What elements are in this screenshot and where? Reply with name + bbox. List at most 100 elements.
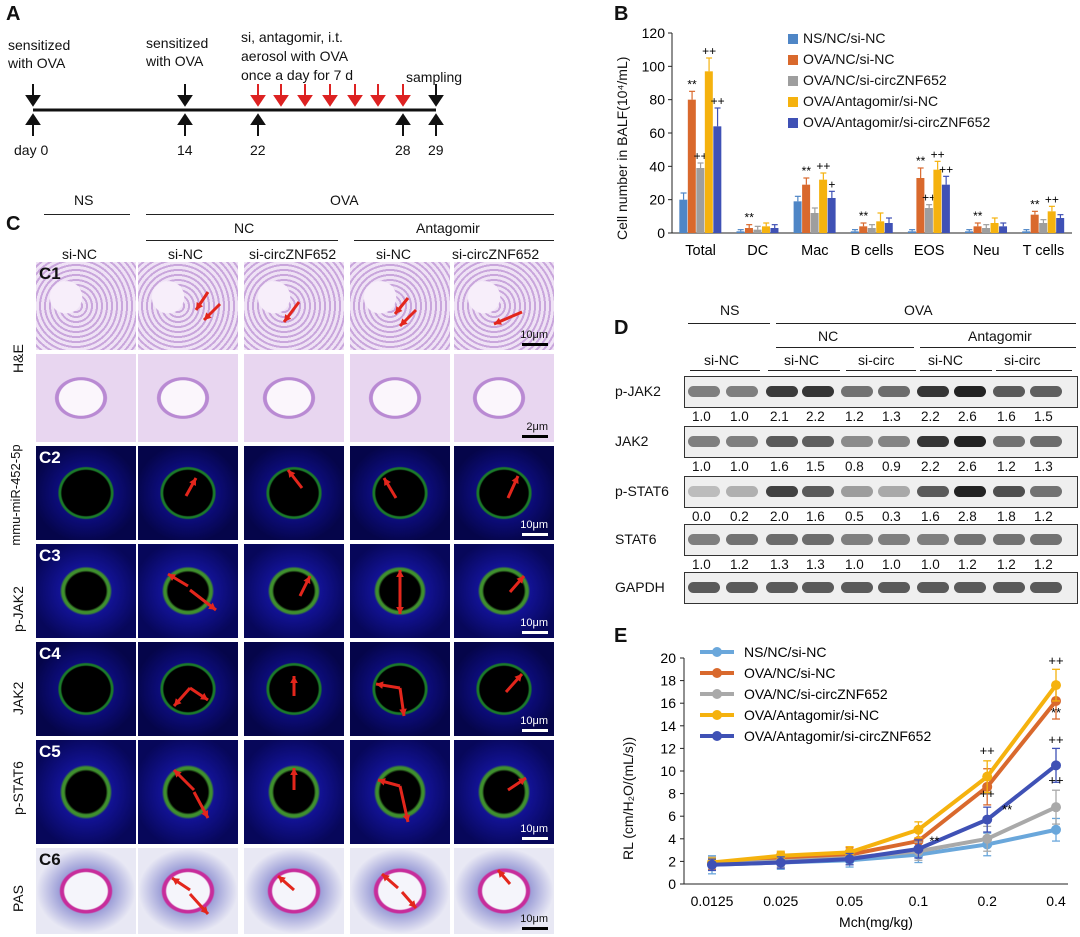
- bar-annotation: **: [973, 209, 983, 223]
- red-arrow-head: [402, 814, 411, 822]
- bar-annotation: ++: [816, 159, 830, 173]
- red-arrow-head: [378, 778, 386, 786]
- line-legend-label: OVA/NC/si-NC: [744, 665, 836, 681]
- line-annotation: ++: [1048, 732, 1063, 747]
- line-point: [1051, 760, 1061, 771]
- micrograph-tile: C2: [36, 446, 136, 540]
- red-arrow-head: [196, 302, 204, 310]
- scale-bar-label: 2μm: [526, 421, 548, 433]
- timeline-sensitized-1-line1: sensitized: [8, 37, 71, 53]
- bar: [1047, 211, 1056, 233]
- micrograph-tile: [350, 848, 450, 934]
- panel-d-group-ns: NS: [720, 302, 740, 318]
- line-point: [982, 814, 993, 825]
- bar-legend-label: OVA/Antagomir/si-circZNF652: [803, 114, 991, 130]
- panel-d-antagomir-bracket: [920, 347, 1076, 348]
- line-point: [1051, 802, 1061, 813]
- blot-quant-value: 1.0: [730, 409, 749, 424]
- scale-bar: [522, 343, 548, 346]
- bar-y-tick-label: 60: [649, 125, 665, 141]
- bar: [1056, 218, 1065, 233]
- micrograph-tile: [244, 354, 344, 442]
- blot-band: [688, 486, 720, 497]
- bar-y-tick-label: 40: [649, 158, 665, 174]
- panel-c-row-label-mir: mmu-miR-452-5p: [8, 444, 23, 546]
- blot-row-label: STAT6: [615, 531, 657, 547]
- line-x-tick-label: 0.025: [763, 893, 798, 909]
- blot-row-label: p-JAK2: [615, 383, 661, 399]
- panel-d-group-antagomir: Antagomir: [968, 328, 1032, 344]
- bar: [744, 228, 753, 233]
- bar: [770, 228, 779, 233]
- blot-band: [878, 486, 910, 497]
- micrograph-tile: C3: [36, 544, 136, 638]
- panel-c-row-label-he: H&E: [10, 344, 26, 373]
- panel-c-row-label-pstat6: p-STAT6: [10, 761, 26, 815]
- line-y-tick-label: 4: [668, 831, 676, 847]
- timeline-down-arrows: [25, 84, 444, 107]
- bar-chart-ylabel: Cell number in BALF(10⁴/mL): [614, 56, 630, 240]
- red-arrow-head: [288, 470, 296, 478]
- bar: [933, 169, 942, 233]
- line-x-tick-label: 0.05: [836, 893, 863, 909]
- line-point: [913, 843, 924, 854]
- line-point: [707, 859, 717, 870]
- panel-c-row-label-pas: PAS: [10, 885, 26, 912]
- panel-c-col-4: si-NC: [376, 246, 411, 262]
- bar: [999, 226, 1008, 233]
- line-y-tick-label: 14: [660, 718, 676, 734]
- blot-band: [802, 436, 834, 447]
- micrograph-tile: [138, 262, 238, 350]
- blot-quant-value: 1.5: [806, 459, 825, 474]
- blot-band: [878, 582, 910, 593]
- line-annotation: **: [929, 834, 939, 849]
- red-arrow-head: [284, 314, 292, 322]
- blot-quant-value: 0.0: [692, 509, 711, 524]
- panel-d-ova-bracket: [776, 323, 1076, 324]
- blot-band: [766, 582, 798, 593]
- blot-quant-value: 1.3: [806, 557, 825, 572]
- panel-c-group-ova: OVA: [330, 192, 359, 208]
- blot-band: [841, 582, 873, 593]
- micrograph-tile: 10μm: [454, 446, 554, 540]
- timeline-treatment-line1: si, antagomir, i.t.: [241, 29, 343, 45]
- red-arrow-head: [172, 878, 180, 886]
- panel-c-group-nc: NC: [234, 220, 255, 236]
- blot-quant-value: 2.2: [921, 459, 940, 474]
- red-arrow-head: [168, 574, 176, 581]
- blot-row-label: p-STAT6: [615, 483, 669, 499]
- blot-quant-value: 0.2: [730, 509, 749, 524]
- blot-quant-value: 2.0: [770, 509, 789, 524]
- panel-c-ova-bracket: [146, 214, 554, 215]
- red-arrow-head: [395, 306, 403, 314]
- scale-bar: [522, 435, 548, 438]
- line-annotation: ++: [980, 786, 995, 801]
- red-arrow-head: [200, 692, 208, 700]
- micrograph-tile: [138, 740, 238, 844]
- blot-quant-value: 0.3: [882, 509, 901, 524]
- panel-d-nc-bracket: [776, 347, 914, 348]
- red-arrow-head: [400, 318, 408, 326]
- blot-quant-value: 1.0: [921, 557, 940, 572]
- bar-category-label: Neu: [973, 243, 1000, 259]
- timeline-day-22: 22: [250, 142, 266, 158]
- line-legend-label: OVA/NC/si-circZNF652: [744, 686, 888, 702]
- bar-category-label: DC: [747, 243, 768, 259]
- bar: [884, 223, 893, 233]
- blot-quant-value: 1.0: [882, 557, 901, 572]
- blot-band: [1030, 582, 1062, 593]
- red-arrow-head: [514, 674, 522, 682]
- bar: [696, 168, 705, 233]
- micrograph-tile: C5: [36, 740, 136, 844]
- timeline-treatment-line3: once a day for 7 d: [241, 67, 354, 83]
- blot-band: [688, 582, 720, 593]
- blot-band: [841, 386, 873, 397]
- blot-quant-value: 1.6: [921, 509, 940, 524]
- panel-d-letter: D: [614, 317, 629, 339]
- micrograph-row-tag: C4: [39, 644, 61, 663]
- line-legend-label: OVA/Antagomir/si-circZNF652: [744, 728, 931, 744]
- line-y-tick-label: 8: [668, 786, 676, 802]
- scale-bar: [522, 729, 548, 732]
- bar: [713, 126, 722, 233]
